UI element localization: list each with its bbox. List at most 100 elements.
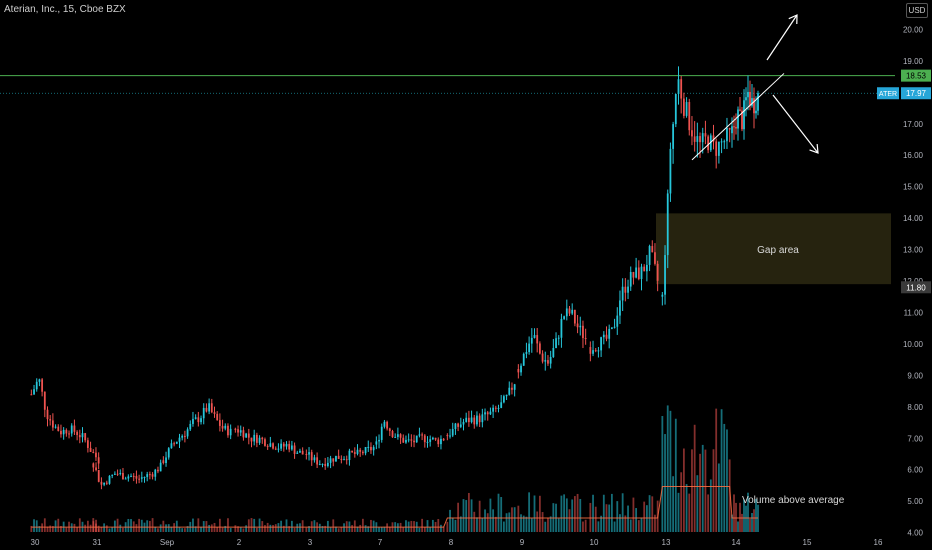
candle-body[interactable]	[78, 435, 81, 438]
candle-body[interactable]	[135, 475, 138, 479]
candle-body[interactable]	[616, 315, 619, 327]
candle-body[interactable]	[62, 429, 65, 435]
candle-body[interactable]	[557, 337, 560, 339]
candle-body[interactable]	[442, 438, 445, 441]
candle-body[interactable]	[356, 449, 359, 454]
candle-body[interactable]	[318, 464, 321, 466]
candle-body[interactable]	[757, 93, 759, 111]
candle-body[interactable]	[253, 434, 256, 442]
candle-body[interactable]	[140, 477, 143, 479]
candle-body[interactable]	[130, 475, 132, 477]
candle-body[interactable]	[560, 318, 563, 338]
candle-body[interactable]	[359, 449, 362, 452]
candle-body[interactable]	[388, 428, 391, 432]
candle-body[interactable]	[720, 141, 723, 143]
currency-label[interactable]: USD	[906, 3, 928, 18]
candle-body[interactable]	[296, 452, 299, 454]
candle-body[interactable]	[563, 316, 566, 319]
candle-body[interactable]	[54, 426, 57, 428]
candle-body[interactable]	[224, 425, 227, 429]
candle-body[interactable]	[43, 391, 46, 410]
candle-body[interactable]	[178, 437, 181, 442]
candle-body[interactable]	[674, 93, 677, 125]
candle-body[interactable]	[418, 434, 421, 436]
candle-body[interactable]	[245, 433, 248, 438]
candle-body[interactable]	[290, 445, 293, 450]
candle-body[interactable]	[637, 267, 640, 280]
candle-body[interactable]	[65, 429, 68, 434]
candle-body[interactable]	[749, 91, 751, 106]
candle-body[interactable]	[326, 462, 329, 467]
breakdown-arrow-down[interactable]	[772, 94, 819, 154]
candle-body[interactable]	[735, 126, 737, 129]
candle-body[interactable]	[605, 334, 608, 339]
candle-body[interactable]	[731, 126, 733, 134]
candle-body[interactable]	[38, 379, 41, 382]
candle-body[interactable]	[361, 451, 364, 454]
candle-body[interactable]	[310, 452, 313, 461]
candle-body[interactable]	[522, 353, 525, 366]
candle-body[interactable]	[89, 447, 92, 452]
candle-body[interactable]	[186, 429, 189, 437]
candle-body[interactable]	[602, 334, 605, 338]
candle-body[interactable]	[76, 431, 79, 436]
candle-body[interactable]	[576, 323, 579, 328]
candle-body[interactable]	[261, 437, 264, 440]
candle-body[interactable]	[645, 264, 648, 272]
candle-body[interactable]	[181, 435, 184, 438]
candle-body[interactable]	[202, 407, 205, 419]
candle-body[interactable]	[704, 133, 707, 137]
candle-body[interactable]	[565, 308, 568, 317]
candle-body[interactable]	[454, 423, 457, 430]
candle-body[interactable]	[573, 309, 576, 324]
candle-body[interactable]	[541, 353, 544, 362]
candle-body[interactable]	[73, 425, 76, 432]
candle-body[interactable]	[429, 439, 432, 442]
candle-body[interactable]	[258, 437, 261, 443]
candle-body[interactable]	[167, 448, 170, 458]
candle-body[interactable]	[462, 421, 465, 425]
candle-body[interactable]	[218, 420, 221, 426]
candle-body[interactable]	[81, 433, 84, 438]
candle-body[interactable]	[380, 426, 383, 440]
candle-body[interactable]	[396, 434, 399, 437]
candle-body[interactable]	[728, 127, 731, 130]
candle-body[interactable]	[272, 443, 274, 449]
candle-body[interactable]	[707, 136, 710, 151]
candle-body[interactable]	[536, 335, 539, 344]
candle-body[interactable]	[699, 136, 701, 143]
candle-body[interactable]	[431, 437, 434, 440]
candle-body[interactable]	[340, 458, 343, 460]
candle-body[interactable]	[95, 467, 97, 471]
candle-body[interactable]	[489, 411, 492, 415]
candle-body[interactable]	[528, 343, 531, 353]
candle-body[interactable]	[656, 263, 659, 281]
candle-body[interactable]	[308, 452, 310, 455]
candle-body[interactable]	[132, 475, 135, 477]
candle-body[interactable]	[525, 352, 528, 354]
candle-body[interactable]	[632, 272, 635, 278]
candle-body[interactable]	[594, 350, 597, 352]
candle-body[interactable]	[747, 91, 749, 98]
candle-body[interactable]	[500, 402, 503, 408]
candle-body[interactable]	[324, 463, 327, 467]
candle-body[interactable]	[643, 266, 646, 272]
candle-body[interactable]	[555, 338, 557, 349]
candle-body[interactable]	[274, 448, 277, 450]
candle-body[interactable]	[86, 440, 89, 448]
candle-body[interactable]	[277, 448, 280, 450]
candle-body[interactable]	[533, 335, 536, 338]
candle-body[interactable]	[579, 325, 582, 328]
candle-body[interactable]	[597, 350, 600, 352]
candle-body[interactable]	[210, 403, 213, 413]
candle-body[interactable]	[364, 447, 367, 454]
candle-body[interactable]	[434, 437, 437, 440]
candle-body[interactable]	[33, 389, 35, 395]
candle-body[interactable]	[717, 141, 720, 156]
candle-body[interactable]	[208, 403, 211, 412]
candle-body[interactable]	[92, 451, 95, 453]
candle-body[interactable]	[35, 381, 38, 390]
candle-body[interactable]	[293, 445, 296, 454]
candle-body[interactable]	[162, 460, 165, 464]
